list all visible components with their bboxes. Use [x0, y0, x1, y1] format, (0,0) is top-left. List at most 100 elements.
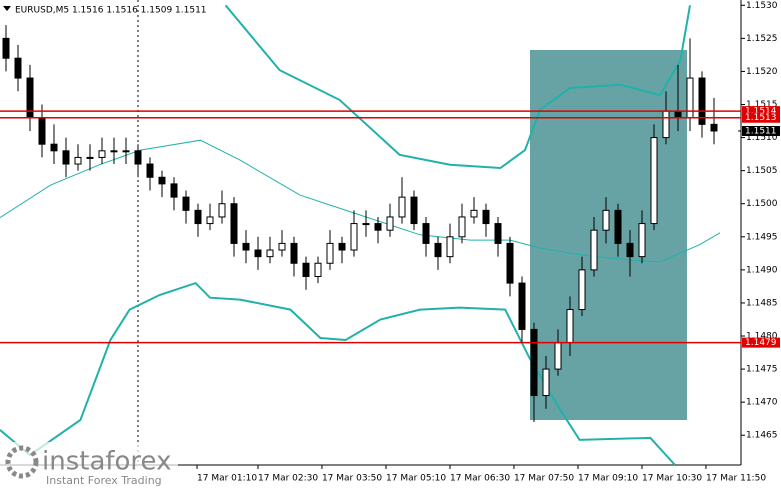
x-tick-label: 17 Mar 07:50 — [514, 474, 574, 484]
candle-body — [602, 209, 610, 231]
candle-body — [590, 229, 598, 271]
candle-body — [506, 242, 514, 284]
candle-body — [650, 137, 658, 225]
x-tick-label: 17 Mar 10:30 — [642, 474, 702, 484]
candle-body — [230, 203, 238, 244]
candle-body — [446, 236, 454, 258]
x-tick-label: 17 Mar 09:10 — [578, 474, 638, 484]
candle-body — [302, 262, 310, 277]
candle-body — [74, 156, 82, 165]
candle-body — [542, 368, 550, 397]
candle-body — [434, 242, 442, 258]
candle-body — [218, 203, 226, 218]
candle-body — [662, 110, 670, 139]
y-tick-label: 1.1505 — [746, 166, 778, 176]
current-price-label: 1.1511 — [745, 126, 777, 136]
candle-body — [314, 262, 322, 277]
y-tick-label: 1.1530 — [746, 1, 778, 11]
candle-body — [530, 328, 538, 397]
y-tick-label: 1.1495 — [746, 232, 778, 242]
candle-body — [290, 242, 298, 264]
current-price-bg — [742, 125, 780, 136]
level-label: 1.1479 — [745, 338, 777, 348]
candle-body — [326, 242, 334, 264]
y-tick-label: 1.1480 — [746, 332, 778, 342]
level-label-bg — [742, 112, 780, 123]
candle-body — [638, 223, 646, 258]
y-tick-label: 1.1475 — [746, 365, 778, 375]
level-label-bg — [742, 106, 780, 117]
y-tick-label: 1.1515 — [746, 100, 778, 110]
candle-body — [206, 216, 214, 225]
x-tick-label: 17 Mar 03:50 — [322, 474, 382, 484]
y-tick-label: 1.1470 — [746, 398, 778, 408]
candle-body — [626, 242, 634, 258]
candle-body — [278, 242, 286, 251]
band-line — [224, 4, 691, 170]
band-line — [0, 139, 721, 263]
highlight-box — [530, 50, 687, 420]
candle-body — [62, 150, 70, 165]
level-label: 1.1514 — [745, 107, 777, 117]
candle-body — [182, 196, 190, 211]
candle-body — [254, 249, 262, 258]
tagline: Instant Forex Trading — [46, 474, 162, 487]
candle-body — [158, 176, 166, 185]
candle-body — [134, 150, 142, 165]
band-line — [0, 281, 676, 466]
candle-body — [110, 150, 118, 153]
candle-body — [86, 156, 94, 159]
candle-body — [350, 223, 358, 251]
y-tick-label: 1.1510 — [746, 133, 778, 143]
menu-arrow — [3, 6, 11, 11]
candle-body — [122, 150, 130, 153]
candle-body — [674, 110, 682, 119]
candle-body — [554, 342, 562, 370]
candle-body — [698, 77, 706, 125]
brand: instaforex — [42, 447, 171, 477]
candle-body — [2, 37, 10, 59]
candle-body — [422, 223, 430, 244]
candle-body — [170, 183, 178, 198]
candle-body — [566, 309, 574, 344]
x-tick-label: 17 Mar 05:10 — [386, 474, 446, 484]
level-label-bg — [742, 337, 780, 348]
candle-body — [458, 216, 466, 238]
candle-body — [710, 123, 718, 132]
y-tick-label: 1.1525 — [746, 34, 778, 44]
candle-body — [614, 209, 622, 244]
candle-body — [482, 209, 490, 225]
candle-body — [38, 117, 46, 145]
logo-icon — [5, 445, 39, 479]
candle-body — [518, 282, 526, 330]
y-tick-label: 1.1490 — [746, 265, 778, 275]
candle-body — [398, 196, 406, 218]
candle-body — [98, 150, 106, 158]
x-tick-label: 17 Mar 06:30 — [450, 474, 510, 484]
level-label: 1.1513 — [745, 113, 777, 123]
candle-body — [50, 143, 58, 152]
watermark: instaforex Instant Forex Trading — [0, 442, 178, 489]
y-tick-label: 1.1465 — [746, 431, 778, 441]
x-tick-label: 17 Mar 11:50 — [706, 474, 766, 484]
candle-body — [374, 223, 382, 231]
candle-body — [338, 242, 346, 251]
candle-body — [494, 223, 502, 244]
candle-body — [578, 269, 586, 311]
candle-body — [386, 216, 394, 231]
candle-body — [266, 249, 274, 258]
y-tick-label: 1.1520 — [746, 67, 778, 77]
candle-body — [362, 223, 370, 226]
candle-body — [470, 209, 478, 218]
y-tick-label: 1.1500 — [746, 199, 778, 209]
x-tick-label: 17 Mar 01:10 — [197, 474, 257, 484]
candle-body — [146, 163, 154, 178]
y-tick-label: 1.1485 — [746, 298, 778, 308]
candle-body — [14, 57, 22, 79]
candle-body — [242, 242, 250, 251]
candle-body — [194, 209, 202, 225]
candle-body — [410, 196, 418, 225]
x-tick-label: 17 Mar 02:30 — [258, 474, 318, 484]
chart-title: EURUSD,M5 1.1516 1.1516 1.1509 1.1511 — [15, 6, 207, 16]
